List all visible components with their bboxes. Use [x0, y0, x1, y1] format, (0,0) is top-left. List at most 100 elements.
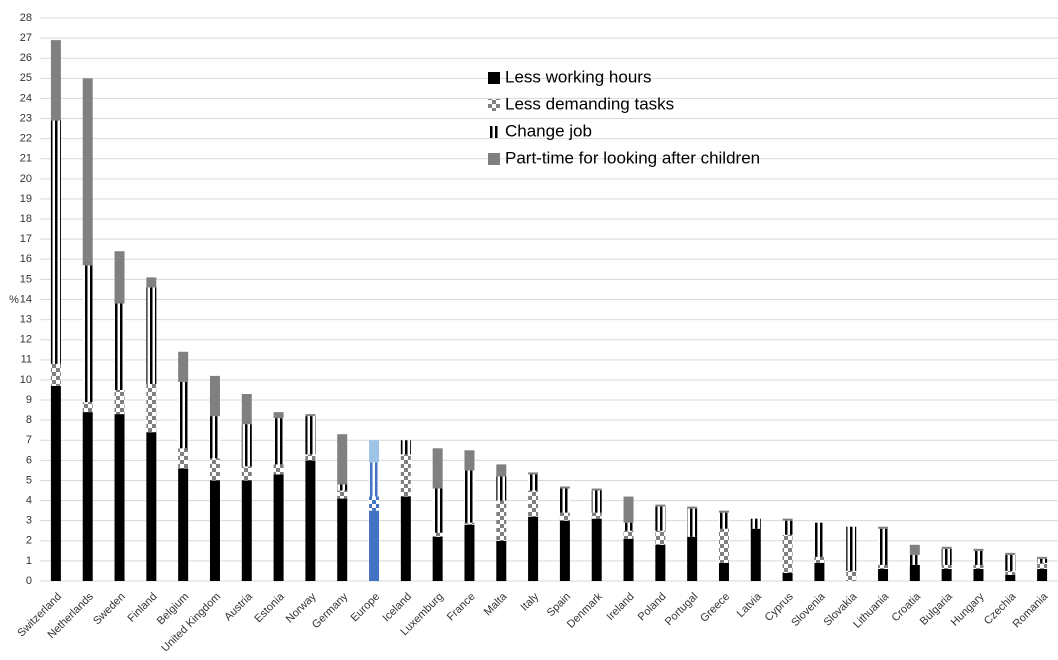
bar-segment — [814, 522, 825, 557]
x-tick-label: Hungary — [949, 590, 987, 628]
y-tick-label: 11 — [21, 354, 32, 366]
bar-segment — [528, 516, 539, 581]
bar-segment — [146, 432, 157, 581]
bar-segment — [50, 120, 61, 364]
legend-swatch — [488, 99, 500, 111]
grid: 0123456789101112131415161718192021222324… — [20, 12, 1058, 587]
y-tick-label: 16 — [20, 253, 32, 265]
bar-segment — [941, 546, 952, 549]
bar-segment — [82, 412, 93, 581]
y-tick-label: 17 — [20, 233, 32, 245]
y-tick-label: 13 — [20, 314, 32, 326]
x-tick-label: Sweden — [91, 591, 128, 628]
bar-segment — [655, 530, 666, 545]
bar-segment — [464, 470, 475, 523]
bar-segment — [241, 424, 252, 467]
y-tick-label: 21 — [20, 153, 32, 165]
x-tick-label: Ireland — [604, 591, 636, 623]
bar-segment — [146, 287, 157, 384]
bar-segment — [432, 448, 443, 489]
y-tick-label: 19 — [20, 193, 32, 205]
bar-segment — [1037, 556, 1048, 559]
bar-segment — [782, 518, 793, 521]
bar-segment — [846, 570, 857, 581]
bar-segment — [496, 476, 507, 501]
x-tick-label: Europe — [349, 591, 383, 625]
bar-segment — [50, 40, 61, 121]
bar-segment — [591, 512, 602, 519]
bar-segment — [878, 526, 889, 529]
bar-segment — [273, 412, 284, 419]
bar-segment — [782, 520, 793, 535]
bar-segment — [241, 394, 252, 425]
y-tick-label: 22 — [20, 133, 32, 145]
x-tick-label: United Kingdom — [159, 591, 223, 655]
bar-segment — [623, 530, 634, 539]
bar-segment — [878, 564, 889, 569]
y-tick-label: 7 — [26, 434, 32, 446]
bar-segment — [50, 363, 61, 386]
y-tick-label: 23 — [20, 112, 32, 124]
legend-swatch — [488, 153, 500, 165]
legend-swatch — [488, 126, 500, 138]
bar-segment — [1037, 558, 1048, 563]
x-tick-label: Italy — [519, 590, 542, 613]
y-tick-label: 25 — [20, 72, 32, 84]
bar-segment — [1005, 570, 1016, 575]
bar-segment — [209, 416, 220, 459]
bar-segment — [82, 78, 93, 266]
bar-segment — [591, 490, 602, 513]
bar-segment — [750, 518, 761, 529]
bar-segment — [369, 510, 380, 581]
bar-segment — [496, 540, 507, 581]
bar-segment — [687, 536, 698, 581]
bar-segment — [337, 490, 348, 499]
x-tick-label: Greece — [698, 591, 732, 625]
bar-segment — [559, 520, 570, 581]
bar-segment — [209, 480, 220, 581]
bar-segment — [655, 506, 666, 531]
bar-segment — [1005, 552, 1016, 555]
legend-label: Less working hours — [505, 67, 651, 86]
bar-segment — [528, 472, 539, 475]
bar-segment — [369, 462, 380, 497]
y-tick-label: 8 — [26, 414, 32, 426]
bar-segment — [814, 556, 825, 563]
x-tick-label: Slovenia — [789, 590, 828, 629]
bar-segment — [82, 402, 93, 413]
bar-segment — [559, 488, 570, 513]
bar-segment — [146, 383, 157, 433]
y-tick-label: 26 — [20, 52, 32, 64]
bar-segment — [973, 548, 984, 551]
bar-segment — [464, 524, 475, 581]
x-tick-label: Spain — [545, 591, 573, 619]
x-tick-label: France — [445, 591, 478, 624]
y-tick-label: 24 — [20, 92, 32, 104]
y-tick-label: 5 — [26, 474, 32, 486]
bar-segment — [782, 572, 793, 581]
y-tick-label: 28 — [20, 12, 32, 24]
bar-segment — [400, 440, 411, 455]
bar-segment — [591, 488, 602, 491]
y-tick-label: 4 — [26, 494, 32, 506]
bar-segment — [178, 351, 189, 382]
bar-segment — [750, 528, 761, 581]
bar-segment — [718, 528, 729, 563]
legend-label: Change job — [505, 121, 592, 140]
bar-segment — [909, 544, 920, 555]
bar-segment — [432, 488, 443, 533]
bar-segment — [241, 466, 252, 481]
legend: Less working hours Less demanding tasks Ch… — [488, 67, 760, 167]
x-tick-label: Romania — [1011, 590, 1051, 630]
bar-segment — [114, 389, 125, 415]
bar-segment — [878, 528, 889, 565]
x-tick-label: Austria — [222, 590, 255, 623]
y-tick-label: 20 — [20, 173, 32, 185]
bar-segment — [114, 414, 125, 581]
x-tick-label: Lithuania — [851, 590, 892, 631]
bar-segment — [209, 458, 220, 481]
bar-segment — [114, 251, 125, 304]
bar-segment — [973, 550, 984, 565]
bar-segment — [432, 532, 443, 537]
bar-segment — [718, 562, 729, 581]
